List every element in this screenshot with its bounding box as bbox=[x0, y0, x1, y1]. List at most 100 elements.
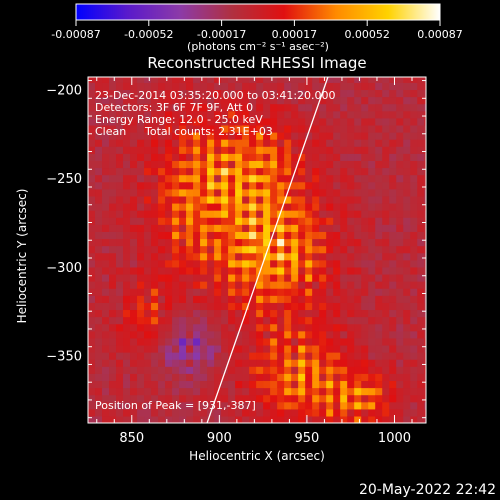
heatmap-cell bbox=[382, 323, 390, 332]
heatmap-cell bbox=[102, 323, 110, 332]
heatmap-cell bbox=[88, 252, 96, 261]
heatmap-cell bbox=[340, 252, 348, 261]
heatmap-cell bbox=[102, 124, 110, 133]
heatmap-cell bbox=[109, 167, 117, 176]
heatmap-cell bbox=[424, 245, 426, 254]
heatmap-cell bbox=[389, 380, 397, 389]
heatmap-cell bbox=[270, 77, 278, 83]
heatmap-cell bbox=[109, 380, 117, 389]
heatmap-cell bbox=[298, 373, 306, 382]
heatmap-cell bbox=[102, 259, 110, 268]
heatmap-cell bbox=[165, 380, 173, 389]
heatmap-cell bbox=[361, 359, 369, 367]
heatmap-cell bbox=[270, 238, 278, 247]
heatmap-cell bbox=[277, 415, 285, 423]
heatmap-cell bbox=[151, 124, 159, 133]
heatmap-cell bbox=[228, 401, 236, 410]
y-axis-label: Heliocentric Y (arcsec) bbox=[15, 189, 29, 324]
heatmap-cell bbox=[186, 77, 194, 83]
heatmap-cell bbox=[186, 124, 194, 133]
heatmap-cell bbox=[277, 139, 285, 147]
heatmap-cell bbox=[179, 210, 187, 218]
heatmap-cell bbox=[151, 96, 159, 105]
heatmap-cell bbox=[263, 217, 271, 225]
heatmap-cell bbox=[130, 273, 138, 282]
heatmap-cell bbox=[214, 117, 222, 126]
heatmap-cell bbox=[382, 288, 390, 296]
heatmap-cell bbox=[291, 259, 299, 268]
y-tick-label: −200 bbox=[46, 83, 82, 98]
heatmap-cell bbox=[242, 330, 250, 339]
heatmap-cell bbox=[193, 110, 201, 119]
heatmap-cell bbox=[109, 89, 117, 98]
heatmap-cell bbox=[396, 146, 404, 154]
heatmap-cell bbox=[389, 160, 397, 169]
heatmap-cell bbox=[284, 160, 292, 169]
heatmap-cell bbox=[256, 181, 264, 190]
heatmap-cell bbox=[263, 89, 271, 98]
heatmap-cell bbox=[88, 330, 96, 339]
heatmap-cell bbox=[284, 77, 292, 83]
heatmap-cell bbox=[228, 408, 236, 417]
heatmap-cell bbox=[298, 252, 306, 261]
heatmap-cell bbox=[298, 302, 306, 311]
heatmap-cell bbox=[284, 387, 292, 396]
heatmap-cell bbox=[123, 337, 131, 346]
heatmap-cell bbox=[158, 359, 166, 367]
heatmap-cell bbox=[354, 295, 362, 303]
heatmap-cell bbox=[207, 117, 215, 126]
heatmap-cell bbox=[151, 231, 159, 240]
heatmap-cell bbox=[305, 273, 313, 282]
heatmap-cell bbox=[389, 146, 397, 154]
heatmap-cell bbox=[186, 110, 194, 119]
heatmap-cell bbox=[340, 188, 348, 197]
heatmap-cell bbox=[389, 408, 397, 417]
heatmap-cell bbox=[228, 146, 236, 154]
heatmap-cell bbox=[158, 323, 166, 332]
heatmap-cell bbox=[130, 238, 138, 247]
heatmap-cell bbox=[312, 117, 320, 126]
heatmap-cell bbox=[284, 401, 292, 410]
heatmap-cell bbox=[200, 195, 208, 204]
heatmap-cell bbox=[207, 188, 215, 197]
heatmap-cell bbox=[179, 288, 187, 296]
heatmap-cell bbox=[361, 366, 369, 374]
heatmap-cell bbox=[403, 167, 411, 176]
heatmap-cell bbox=[137, 380, 145, 389]
heatmap-cell bbox=[179, 380, 187, 389]
heatmap-cell bbox=[424, 295, 426, 303]
heatmap-cell bbox=[193, 210, 201, 218]
heatmap-cell bbox=[319, 415, 327, 423]
heatmap-cell bbox=[249, 380, 257, 389]
heatmap-cell bbox=[144, 210, 152, 218]
heatmap-cell bbox=[305, 117, 313, 126]
heatmap-cell bbox=[284, 302, 292, 311]
heatmap-cell bbox=[375, 82, 383, 91]
heatmap-cell bbox=[165, 281, 173, 289]
heatmap-cell bbox=[347, 96, 355, 105]
heatmap-cell bbox=[354, 77, 362, 83]
heatmap-cell bbox=[319, 181, 327, 190]
heatmap-cell bbox=[200, 89, 208, 98]
heatmap-cell bbox=[109, 231, 117, 240]
heatmap-cell bbox=[410, 181, 418, 190]
heatmap-cell bbox=[319, 139, 327, 147]
heatmap-cell bbox=[277, 387, 285, 396]
heatmap-cell bbox=[123, 117, 131, 126]
heatmap-cell bbox=[249, 188, 257, 197]
heatmap-cell bbox=[228, 352, 236, 360]
heatmap-cell bbox=[298, 238, 306, 247]
heatmap-cell bbox=[312, 344, 320, 353]
heatmap-cell bbox=[200, 344, 208, 353]
heatmap-cell bbox=[410, 266, 418, 275]
heatmap-cell bbox=[242, 273, 250, 282]
heatmap-cell bbox=[305, 288, 313, 296]
heatmap-cell bbox=[361, 174, 369, 183]
heatmap-cell bbox=[382, 167, 390, 176]
heatmap-cell bbox=[256, 160, 264, 169]
heatmap-cell bbox=[235, 380, 243, 389]
heatmap-cell bbox=[116, 401, 124, 410]
heatmap-cell bbox=[312, 309, 320, 318]
heatmap-cell bbox=[102, 273, 110, 282]
heatmap-cell bbox=[305, 394, 313, 403]
